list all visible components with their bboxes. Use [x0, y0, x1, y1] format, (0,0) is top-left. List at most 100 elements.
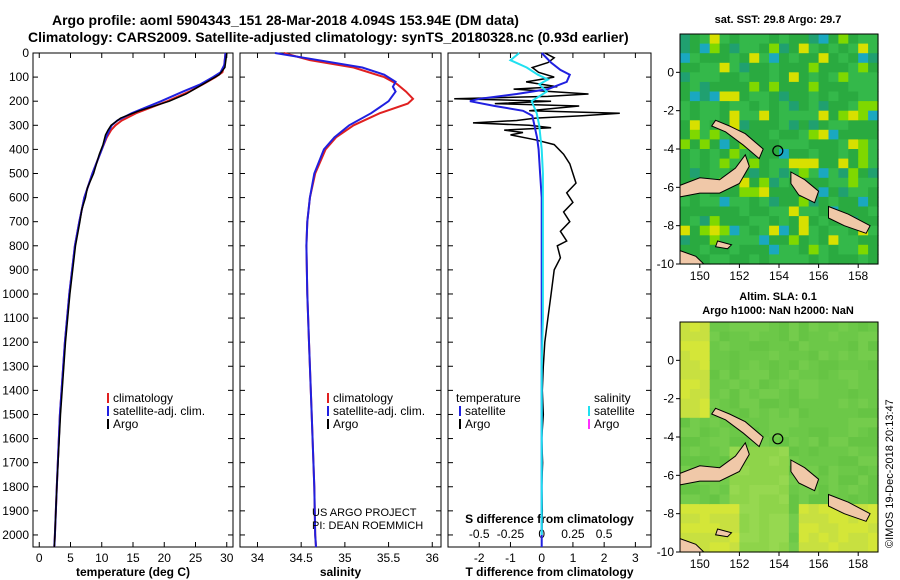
map-field-cell	[699, 542, 711, 553]
map-field-cell	[858, 437, 869, 448]
map-field-cell	[739, 513, 750, 524]
map-field-cell	[749, 465, 760, 476]
map-field-cell	[769, 456, 780, 467]
lat-tick-label: -4	[663, 142, 674, 156]
x-tick-label: 20	[158, 551, 172, 565]
map-field-cell	[769, 532, 780, 543]
map-field-cell	[858, 129, 869, 140]
map-field-cell	[749, 350, 760, 361]
map-field-cell	[848, 437, 859, 448]
map-field-cell	[689, 513, 701, 524]
map-field-cell	[749, 177, 760, 188]
map-field-cell	[769, 206, 780, 217]
map-field-cell	[749, 389, 760, 400]
map-field-cell	[699, 484, 711, 496]
map-field-cell	[818, 168, 830, 179]
map-field-cell	[709, 91, 721, 102]
map-field-cell	[769, 120, 780, 131]
map-field-cell	[868, 475, 879, 486]
map-field-cell	[858, 216, 869, 227]
map-field-cell	[868, 235, 879, 246]
map-field-cell	[699, 254, 711, 265]
map-field-cell	[749, 43, 760, 54]
map-field-cell	[818, 523, 830, 534]
map-field-cell	[689, 168, 701, 179]
x-tick-label: -1	[505, 551, 516, 565]
map-field-cell	[739, 62, 750, 73]
map-field-cell	[699, 101, 711, 112]
map-field-cell	[828, 216, 839, 227]
map-field-cell	[749, 408, 760, 419]
map-field-cell	[858, 369, 869, 381]
map-field-cell	[709, 350, 721, 361]
map-field-cell	[769, 177, 780, 188]
map-field-cell	[749, 34, 760, 45]
depth-tick-label: 700	[9, 215, 29, 229]
map-field-cell	[798, 216, 810, 227]
map-field-cell	[788, 62, 800, 73]
map-field-cell	[838, 360, 849, 371]
map-field-cell	[769, 225, 780, 236]
map-field-cell	[868, 437, 879, 448]
map-field-cell	[808, 360, 820, 371]
map-field-cell	[779, 225, 790, 236]
map-field-cell	[858, 206, 869, 217]
map-field-cell	[788, 43, 800, 54]
map-field-cell	[779, 101, 790, 112]
map-field-cell	[798, 34, 810, 45]
map-field-cell	[868, 484, 879, 496]
map-field-cell	[779, 360, 790, 371]
map-field-cell	[858, 475, 869, 486]
map-field-cell	[818, 101, 830, 112]
map-field-cell	[739, 389, 750, 400]
map-field-cell	[838, 196, 849, 208]
map-field-cell	[808, 389, 820, 400]
map-field-cell	[779, 206, 790, 217]
map-field-cell	[779, 34, 790, 45]
map-field-cell	[798, 523, 810, 534]
map-field-cell	[868, 369, 879, 381]
map-field-cell	[729, 216, 740, 227]
map-field-cell	[749, 369, 760, 381]
map-field-cell	[739, 341, 750, 352]
chart-title-line2: Climatology: CARS2009. Satellite-adjuste…	[28, 29, 629, 45]
map-field-cell	[699, 168, 711, 179]
map-field-cell	[689, 235, 701, 246]
map-field-cell	[848, 322, 859, 333]
map-field-cell	[680, 456, 691, 467]
map-field-cell	[759, 417, 770, 428]
map-field-cell	[779, 216, 790, 227]
map-field-cell	[779, 379, 790, 390]
map-field-cell	[729, 206, 740, 217]
map-field-cell	[788, 446, 800, 457]
depth-tick-label: 1200	[2, 335, 29, 349]
map-field-cell	[818, 139, 830, 150]
map-field-cell	[699, 379, 711, 390]
map-field-cell	[788, 484, 800, 496]
map-field-cell	[769, 196, 780, 208]
map-field-cell	[798, 149, 810, 160]
map-field-cell	[749, 322, 760, 333]
map-field-cell	[689, 369, 701, 381]
map-field-cell	[769, 504, 780, 515]
map-field-cell	[838, 81, 849, 93]
land-manus	[714, 528, 733, 538]
map-field-cell	[798, 254, 810, 265]
map-field-cell	[788, 331, 800, 342]
float-position-marker	[772, 145, 784, 157]
map-field-cell	[838, 398, 849, 409]
map-field-cell	[858, 254, 869, 265]
lat-tick-label: -4	[663, 430, 674, 444]
map-field-cell	[788, 129, 800, 140]
map-field-cell	[868, 139, 879, 150]
temperature-argo-line	[53, 52, 228, 548]
land-new-ireland	[710, 119, 764, 160]
map-field-cell	[729, 149, 740, 160]
map-field-cell	[769, 216, 780, 227]
legend-label: Argo	[594, 417, 620, 431]
lon-tick-label: 156	[809, 269, 829, 283]
map-field-cell	[798, 110, 810, 121]
map-field-cell	[868, 110, 879, 121]
map-field-cell	[779, 504, 790, 515]
plot-frame	[239, 52, 442, 548]
